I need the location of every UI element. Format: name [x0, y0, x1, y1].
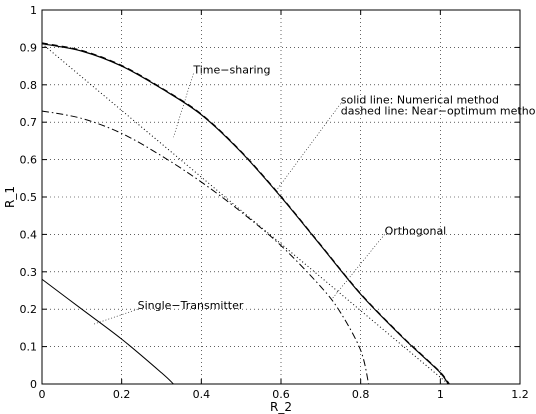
y-tick-label: 0.7 [20, 116, 38, 129]
annotation-label: dashed line: Near−optimum method [341, 105, 536, 118]
annotation-label: Orthogonal [385, 224, 447, 237]
series-line-dashed [41, 42, 450, 385]
series-line-solid-thin [41, 278, 174, 385]
annotation-pointer-line [173, 73, 194, 138]
y-tick-label: 0.2 [20, 303, 38, 316]
series-line-dotted [41, 43, 449, 385]
annotation-label: Single−Transmitter [138, 299, 244, 312]
y-tick-label: 0.4 [20, 228, 38, 241]
y-tick-label: 0.1 [20, 341, 38, 354]
x-axis-label: R_2 [270, 400, 292, 414]
y-tick-label: 0.6 [20, 154, 38, 167]
y-tick-label: 0.9 [20, 41, 38, 54]
x-tick-label: 1 [437, 388, 444, 401]
y-tick-label: 0 [30, 378, 37, 391]
x-tick-label: 0.8 [352, 388, 370, 401]
y-tick-label: 1 [30, 4, 37, 17]
ticks: 0 0.2 0.4 0.6 0.8 1 1.2 0 0.1 0.2 0.3 0.4 0.5 0.6 0.7 0… [20, 4, 529, 401]
annotation-label: solid line: Numerical method [341, 94, 499, 107]
y-tick-label: 0.5 [20, 191, 38, 204]
annotation-label: Time−sharing [192, 64, 270, 77]
x-tick-label: 1.2 [511, 388, 529, 401]
series-line-dashdot [41, 110, 370, 385]
x-tick-label: 0 [39, 388, 46, 401]
y-tick-label: 0.8 [20, 79, 38, 92]
y-tick-label: 0.3 [20, 266, 38, 279]
x-tick-label: 0.4 [193, 388, 211, 401]
annotation-arrows [93, 73, 385, 325]
x-tick-label: 0.6 [272, 388, 290, 401]
series-layer [41, 42, 450, 385]
annotation-labels: Time−sharing solid line: Numerical method… [138, 64, 536, 313]
x-tick-label: 0.2 [113, 388, 131, 401]
y-axis-label: R_1 [3, 186, 17, 208]
